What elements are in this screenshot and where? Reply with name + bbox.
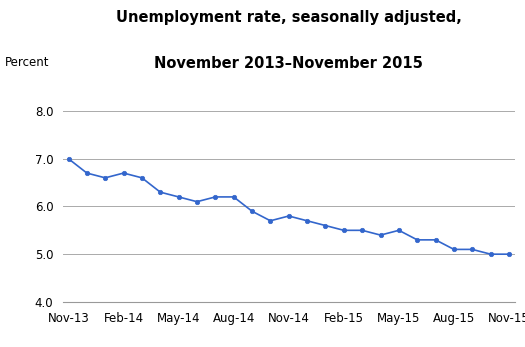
Text: Percent: Percent bbox=[5, 56, 50, 68]
Text: Unemployment rate, seasonally adjusted,: Unemployment rate, seasonally adjusted, bbox=[116, 10, 461, 25]
Text: November 2013–November 2015: November 2013–November 2015 bbox=[154, 56, 423, 70]
